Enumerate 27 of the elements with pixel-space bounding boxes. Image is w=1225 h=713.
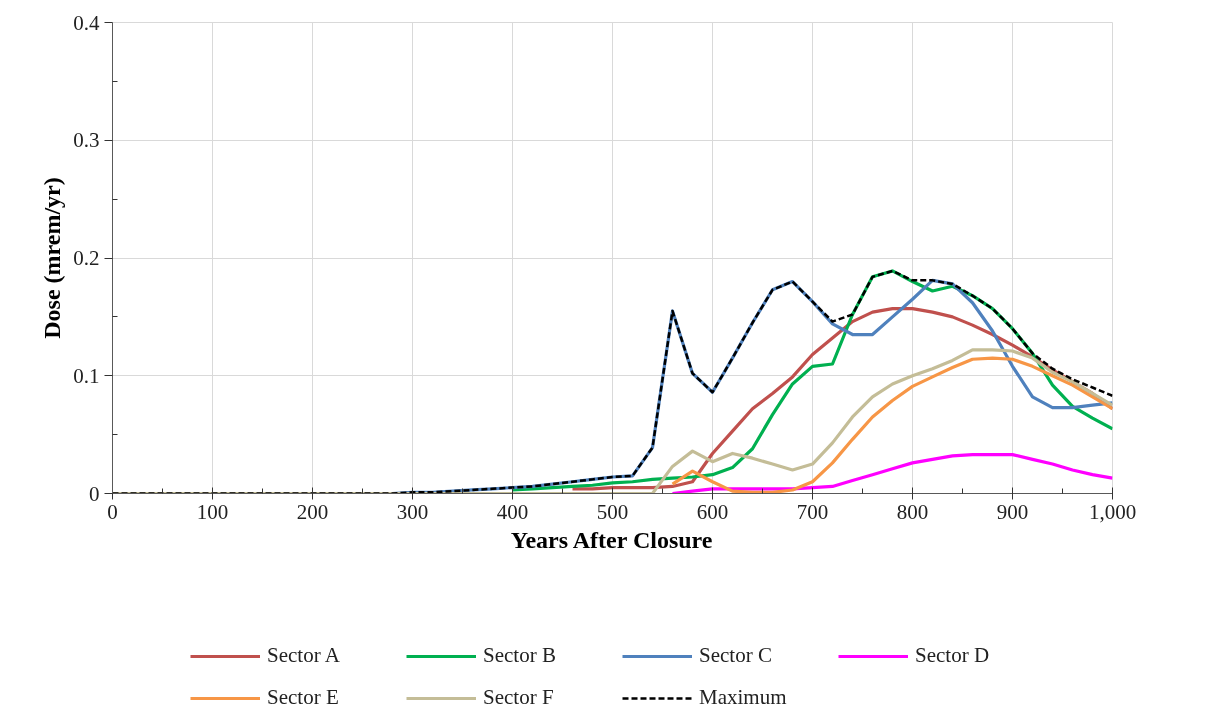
x-axis-title: Years After Closure xyxy=(510,526,713,553)
legend-label: Sector C xyxy=(699,643,773,668)
x-tick-label: 600 xyxy=(696,499,729,524)
x-tick-label: 200 xyxy=(296,499,329,524)
x-tick-label: 100 xyxy=(196,499,229,524)
legend-label: Maximum xyxy=(699,685,788,710)
x-tick-label: 0 xyxy=(107,499,118,524)
x-tick-label: 400 xyxy=(496,499,529,524)
legend-label: Sector B xyxy=(483,643,557,668)
x-tick-label: 900 xyxy=(996,499,1029,524)
x-tick-label: 500 xyxy=(596,499,629,524)
y-tick-label: 0.3 xyxy=(73,128,100,153)
x-tick-label: 300 xyxy=(396,499,429,524)
legend-label: Sector D xyxy=(915,643,991,668)
x-tick-label: 700 xyxy=(796,499,829,524)
y-axis-title: Dose (mrem/yr) xyxy=(39,177,66,339)
y-tick-label: 0 xyxy=(89,481,100,506)
legend-label: Sector A xyxy=(267,643,341,668)
line-series xyxy=(670,453,1113,494)
legend-label: Sector F xyxy=(483,685,555,710)
y-tick-label: 0.2 xyxy=(73,246,100,270)
y-tick-label: 0.1 xyxy=(73,363,100,388)
legend-label: Sector E xyxy=(267,685,340,710)
x-tick-label: 1,000 xyxy=(1088,499,1137,524)
y-tick-label: 0.4 xyxy=(73,10,100,35)
line-series xyxy=(670,356,1113,494)
x-tick-label: 800 xyxy=(896,499,929,524)
